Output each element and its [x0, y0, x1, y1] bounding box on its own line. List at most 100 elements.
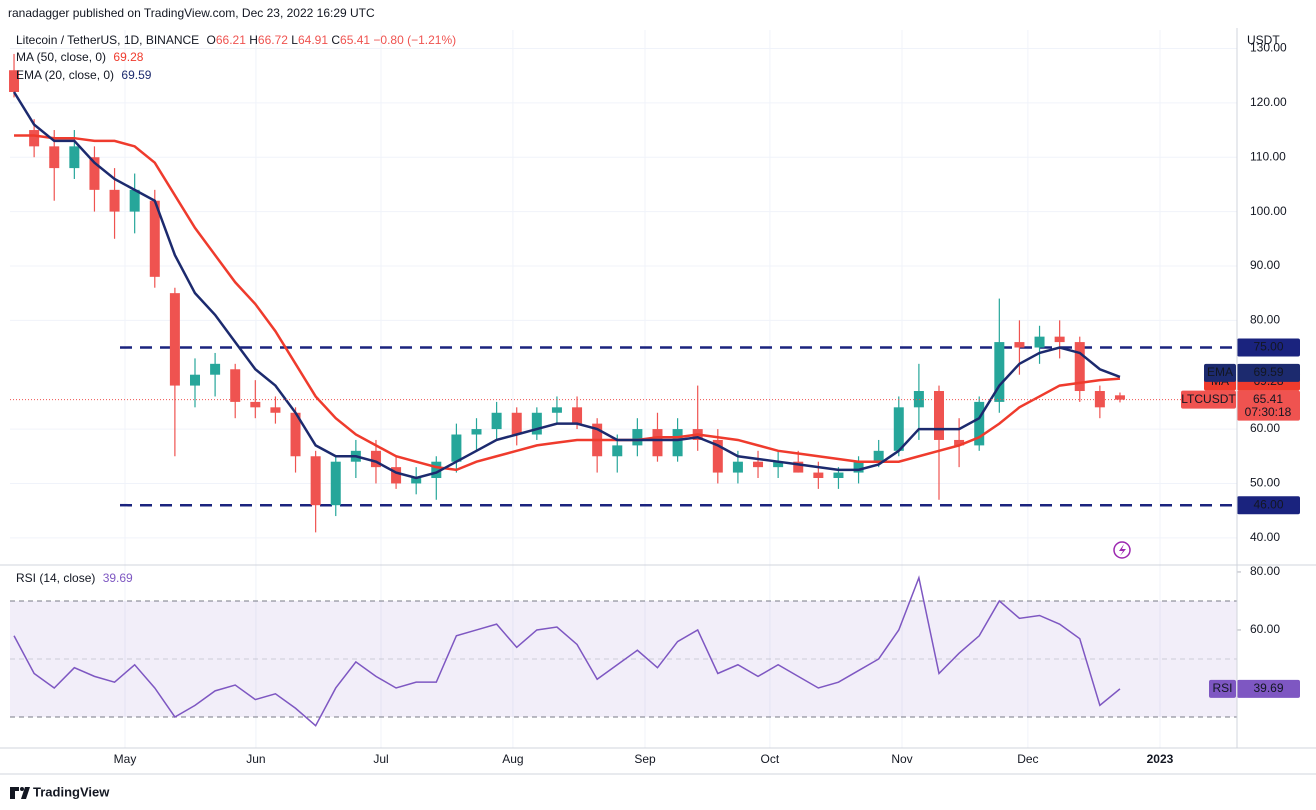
candle-body [129, 189, 140, 212]
x-tick-label: Sep [634, 752, 656, 766]
y-tick-label: 110.00 [1250, 149, 1286, 163]
last-price-box [1237, 390, 1300, 421]
candle-body [913, 391, 924, 408]
candle-body [974, 401, 985, 446]
x-tick-label: Nov [891, 752, 912, 766]
level-label-box [1237, 338, 1300, 357]
alert-icon [1113, 541, 1131, 559]
candle-body [994, 342, 1005, 402]
countdown: 07:30:18 [1245, 405, 1292, 419]
currency: USDT [1247, 33, 1280, 47]
rsi-line [13, 575, 1121, 727]
header: ranadagger published on TradingView.com,… [8, 6, 375, 20]
y-tick-label: 80.00 [1250, 564, 1280, 578]
candle-body [712, 439, 723, 473]
ema-value: 69.59 [121, 68, 151, 82]
logo [10, 787, 30, 799]
candle-body [652, 429, 663, 457]
candle-body [149, 200, 160, 277]
y-tick-label: 40.00 [1250, 530, 1280, 544]
ma-name: MA (50, close, 0) [16, 50, 106, 64]
candle-body [511, 412, 522, 435]
y-tick-label: 60.00 [1250, 622, 1280, 636]
candle-body [672, 429, 683, 457]
candle-body [109, 189, 120, 212]
candle-body [1014, 342, 1025, 348]
candle-body [29, 130, 40, 147]
candle-body [853, 461, 864, 473]
ma-value: 69.28 [113, 50, 143, 64]
x-tick-label: Oct [761, 752, 780, 766]
x-tick-label: Jun [246, 752, 265, 766]
candle-body [732, 461, 743, 473]
candle-body [451, 434, 462, 462]
candle-body [210, 363, 221, 375]
candle-body [411, 478, 422, 484]
o-key: O [207, 33, 216, 47]
ema-name: EMA (20, close, 0) [16, 68, 114, 82]
h-value: 66.72 [258, 33, 288, 47]
y-tick-label: 80.00 [1250, 313, 1280, 327]
rsi-name: RSI (14, close) [16, 571, 95, 585]
candle-body [893, 407, 904, 451]
candle-body [632, 429, 643, 446]
indicator-line [12, 91, 1121, 480]
candle-body [290, 412, 301, 457]
symbol-badge: LTCUSDT [1181, 392, 1236, 406]
y-tick-label: 60.00 [1250, 421, 1280, 435]
candle-body [169, 293, 180, 386]
level-label: 46.00 [1253, 497, 1283, 511]
rsi-value-badge: 39.69 [1253, 681, 1283, 695]
ma-legend: MA (50, close, 0) 69.28 [16, 50, 144, 64]
x-tick-label: Aug [502, 752, 523, 766]
c-key: C [331, 33, 340, 47]
indicator-line [14, 134, 1121, 472]
x-tick-label: Jul [373, 752, 388, 766]
y-tick-label: 100.00 [1250, 204, 1287, 218]
y-tick-label: 130.00 [1250, 41, 1287, 55]
candle-body [49, 146, 60, 169]
candle-body [1074, 342, 1085, 392]
rsi-value: 39.69 [103, 571, 133, 585]
x-tick-label: 2023 [1147, 752, 1174, 766]
candle-body [471, 429, 482, 435]
indicator-value-badge: 69.59 [1253, 365, 1283, 379]
indicator-name-badge: EMA [1207, 365, 1233, 379]
candle-body [551, 407, 562, 413]
candle-body [69, 146, 80, 169]
candle-body [250, 401, 261, 408]
x-tick-label: Dec [1017, 752, 1038, 766]
level-label-box [1237, 496, 1300, 515]
candle-body [330, 461, 341, 506]
candle-body [230, 369, 241, 402]
o-value: 66.21 [216, 33, 246, 47]
h-key: H [249, 33, 258, 47]
candle-body [270, 407, 281, 413]
symbol: Litecoin / TetherUS, 1D, BINANCE [16, 33, 199, 47]
rsi-value-badge-box [1237, 679, 1300, 698]
y-tick-label: 50.00 [1250, 476, 1280, 490]
l-key: L [291, 33, 298, 47]
rsi-legend: RSI (14, close) 39.69 [16, 571, 133, 585]
rsi-name-badge: RSI [1212, 681, 1232, 695]
candle-body [1054, 336, 1065, 343]
candle-body [431, 461, 442, 479]
candle-body [1034, 336, 1045, 348]
candle-body [391, 467, 402, 484]
rsi-name-badge-box [1209, 679, 1236, 698]
ema-legend: EMA (20, close, 0) 69.59 [16, 68, 152, 82]
candle-body [9, 70, 20, 92]
symbol-badge-box [1181, 390, 1236, 409]
y-tick-label: 90.00 [1250, 258, 1280, 272]
x-tick-label: May [114, 752, 137, 766]
candle-body [572, 407, 583, 424]
candle-body [753, 461, 764, 468]
candle-body [1114, 395, 1125, 400]
candle-body [612, 445, 623, 457]
candle-body [793, 461, 804, 473]
level-label: 75.00 [1253, 340, 1283, 354]
y-tick-label: 120.00 [1250, 95, 1287, 109]
footer: TradingView [33, 784, 110, 799]
candle-body [773, 461, 784, 468]
